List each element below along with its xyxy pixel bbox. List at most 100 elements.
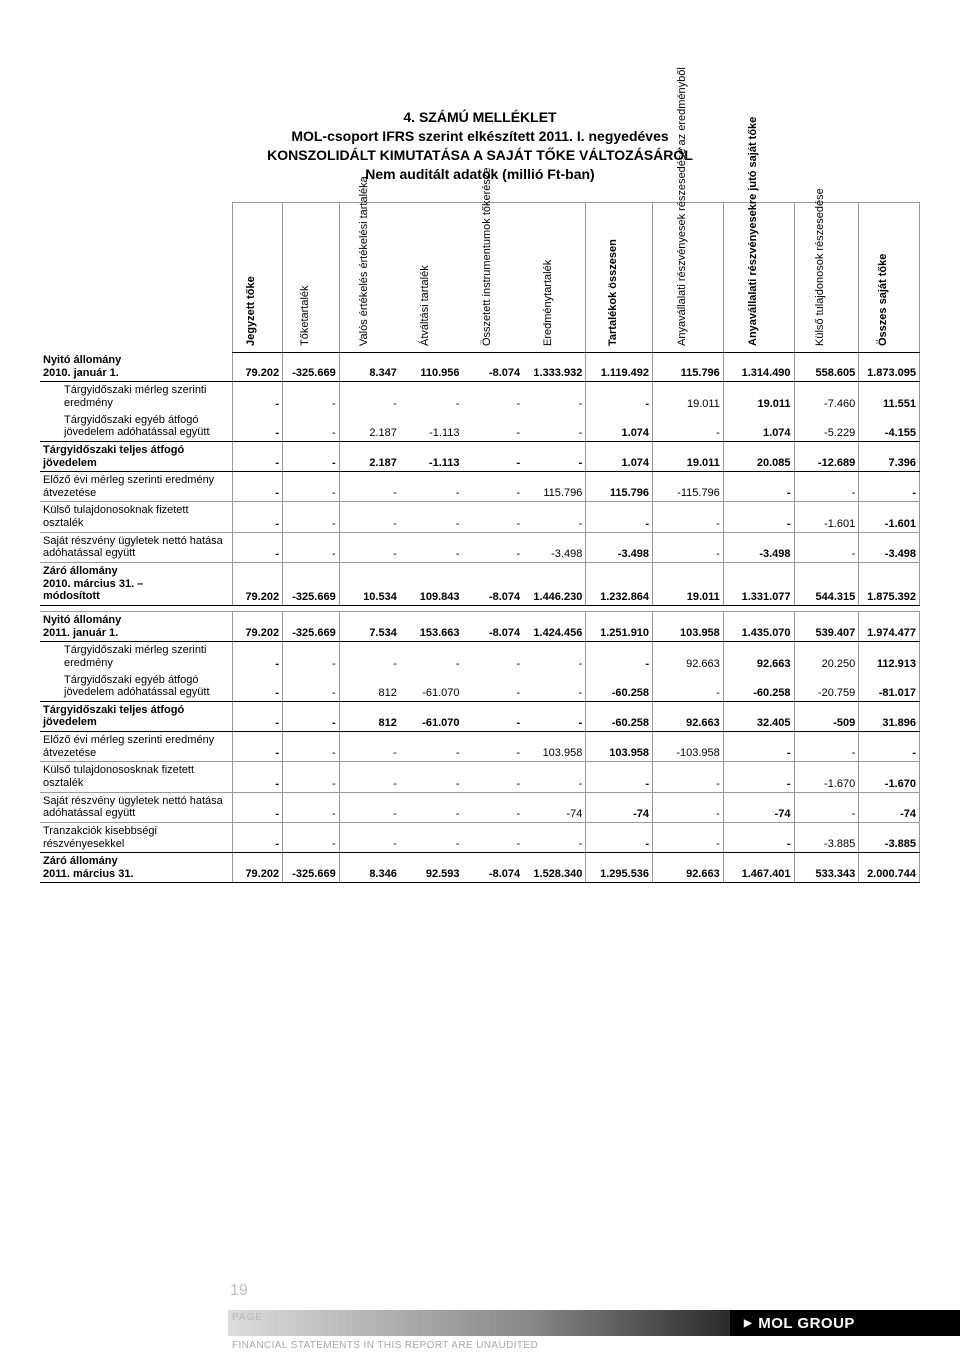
cell: - <box>653 532 724 562</box>
cell: 1.074 <box>723 412 794 442</box>
cell: -325.669 <box>283 352 340 382</box>
cell: 8.347 <box>339 352 400 382</box>
cell: - <box>723 502 794 532</box>
cell: - <box>283 732 340 762</box>
cell: -115.796 <box>653 472 724 502</box>
cell: - <box>586 502 653 532</box>
table-row: Tárgyidőszaki mérleg szerinti eredmény--… <box>40 382 920 412</box>
title-line-1: 4. SZÁMÚ MELLÉKLET <box>40 108 920 127</box>
cell: 109.843 <box>400 563 463 606</box>
cell: 1.119.492 <box>586 352 653 382</box>
cell: - <box>232 701 283 731</box>
cell: 103.958 <box>586 732 653 762</box>
row-label: Saját részvény ügyletek nettó hatása adó… <box>40 792 232 822</box>
cell: 92.663 <box>653 642 724 672</box>
cell: - <box>653 792 724 822</box>
cell: - <box>339 532 400 562</box>
cell: 20.250 <box>794 642 859 672</box>
table-row: Saját részvény ügyletek nettó hatása adó… <box>40 532 920 562</box>
col-header-c7: Tartalékok összesen <box>586 202 653 352</box>
cell: - <box>339 382 400 412</box>
table-row: Tárgyidőszaki egyéb átfogó jövedelem adó… <box>40 412 920 442</box>
cell: -8.074 <box>463 563 524 606</box>
row-label: Záró állomány2010. március 31. –módosíto… <box>40 563 232 606</box>
cell: -509 <box>794 701 859 731</box>
cell: - <box>283 672 340 702</box>
cell: -3.498 <box>723 532 794 562</box>
row-label: Külső tulajdonosoknak fizetett osztalék <box>40 502 232 532</box>
cell: - <box>232 732 283 762</box>
cell: 533.343 <box>794 853 859 883</box>
col-header-c10: Külső tulajdonosok részesedése <box>794 202 859 352</box>
cell: 1.435.070 <box>723 611 794 641</box>
cell: -81.017 <box>859 672 920 702</box>
equity-changes-table: Jegyzett tőkeTőketartalékValós értékelés… <box>40 202 920 884</box>
cell: - <box>339 472 400 502</box>
cell: - <box>463 412 524 442</box>
col-header-c1: Jegyzett tőke <box>232 202 283 352</box>
cell: 1.333.932 <box>523 352 586 382</box>
cell: -8.074 <box>463 611 524 641</box>
cell: - <box>723 732 794 762</box>
cell: 1.875.392 <box>859 563 920 606</box>
cell: - <box>653 762 724 792</box>
cell: - <box>400 472 463 502</box>
cell: 812 <box>339 701 400 731</box>
cell: -7.460 <box>794 382 859 412</box>
cell: -20.759 <box>794 672 859 702</box>
cell: 1.295.536 <box>586 853 653 883</box>
table-header-row: Jegyzett tőkeTőketartalékValós értékelés… <box>40 202 920 352</box>
cell: - <box>463 792 524 822</box>
table-row: Záró állomány2010. március 31. –módosíto… <box>40 563 920 606</box>
cell: - <box>232 792 283 822</box>
unaudited-note: FINANCIAL STATEMENTS IN THIS REPORT ARE … <box>232 1340 538 1351</box>
title-line-4: Nem auditált adatok (millió Ft-ban) <box>40 165 920 184</box>
cell: - <box>523 672 586 702</box>
cell: 32.405 <box>723 701 794 731</box>
cell: 1.074 <box>586 441 653 471</box>
cell: 1.251.910 <box>586 611 653 641</box>
cell: 92.663 <box>653 853 724 883</box>
cell: - <box>523 762 586 792</box>
cell: 19.011 <box>653 441 724 471</box>
cell: - <box>463 502 524 532</box>
col-header-c9: Anyavállalati részvényesekre jutó saját … <box>723 202 794 352</box>
cell: - <box>859 472 920 502</box>
cell: - <box>653 822 724 852</box>
cell: - <box>400 822 463 852</box>
cell: - <box>400 382 463 412</box>
cell: -325.669 <box>283 853 340 883</box>
cell: 103.958 <box>653 611 724 641</box>
cell: -74 <box>859 792 920 822</box>
table-row: Nyitó állomány2010. január 1.79.202-325.… <box>40 352 920 382</box>
cell: - <box>523 412 586 442</box>
cell: - <box>400 762 463 792</box>
cell: - <box>463 382 524 412</box>
col-header-c11: Összes saját tőke <box>859 202 920 352</box>
page-title: 4. SZÁMÚ MELLÉKLET MOL-csoport IFRS szer… <box>40 108 920 184</box>
table-corner-cell <box>40 202 232 352</box>
cell: - <box>463 532 524 562</box>
cell: 1.314.490 <box>723 352 794 382</box>
cell: - <box>523 822 586 852</box>
row-label: Külső tulajdonososknak fizetett osztalék <box>40 762 232 792</box>
cell: 110.956 <box>400 352 463 382</box>
cell: 2.000.744 <box>859 853 920 883</box>
cell: 115.796 <box>653 352 724 382</box>
table-row: Külső tulajdonosoknak fizetett osztalék -… <box>40 502 920 532</box>
cell: - <box>232 762 283 792</box>
cell: 1.232.864 <box>586 563 653 606</box>
table-row: Tárgyidőszaki egyéb átfogó jövedelem adó… <box>40 672 920 702</box>
col-header-c8: Anyavállalati részvényesek részesedése a… <box>653 202 724 352</box>
table-row: Tárgyidőszaki teljes átfogó jövedelem--8… <box>40 701 920 731</box>
cell: 2.187 <box>339 441 400 471</box>
cell: - <box>339 642 400 672</box>
cell: - <box>232 441 283 471</box>
table-row: Tranzakciók kisebbségi részvényesekkel--… <box>40 822 920 852</box>
cell: - <box>232 472 283 502</box>
cell: - <box>232 532 283 562</box>
cell: - <box>523 642 586 672</box>
cell: - <box>794 532 859 562</box>
cell: 1.331.077 <box>723 563 794 606</box>
cell: - <box>653 672 724 702</box>
